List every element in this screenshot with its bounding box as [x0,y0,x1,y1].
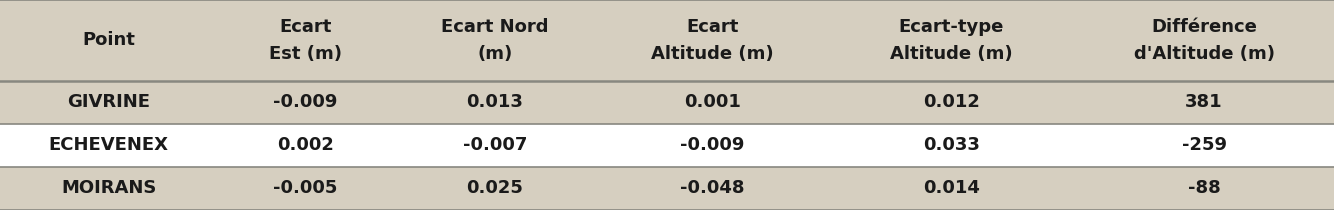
Text: Ecart Nord: Ecart Nord [442,18,548,35]
Text: GIVRINE: GIVRINE [67,93,151,111]
Text: -0.007: -0.007 [463,136,527,154]
Text: -0.048: -0.048 [680,180,744,197]
Text: 0.033: 0.033 [923,136,979,154]
Text: -259: -259 [1182,136,1226,154]
Bar [0,167,1334,210]
Text: 0.002: 0.002 [277,136,334,154]
Text: Ecart: Ecart [279,18,332,35]
Text: d'Altitude (m): d'Altitude (m) [1134,45,1274,63]
Text: 0.001: 0.001 [684,93,742,111]
Bar [0,81,1334,124]
Text: -0.005: -0.005 [273,180,338,197]
Text: 0.025: 0.025 [467,180,523,197]
Text: Ecart: Ecart [687,18,739,35]
Text: Altitude (m): Altitude (m) [890,45,1013,63]
Text: -0.009: -0.009 [680,136,744,154]
Text: -0.009: -0.009 [273,93,338,111]
Text: 0.013: 0.013 [467,93,523,111]
Text: (m): (m) [478,45,512,63]
Text: Ecart-type: Ecart-type [899,18,1005,35]
Text: -88: -88 [1187,180,1221,197]
Text: ECHEVENEX: ECHEVENEX [49,136,169,154]
Text: Altitude (m): Altitude (m) [651,45,774,63]
Text: MOIRANS: MOIRANS [61,180,156,197]
Text: Point: Point [83,32,135,49]
Bar [0,0,1334,81]
Text: 0.014: 0.014 [923,180,979,197]
Bar [0,124,1334,167]
Text: 381: 381 [1186,93,1223,111]
Text: Est (m): Est (m) [269,45,342,63]
Text: Différence: Différence [1151,18,1257,35]
Text: 0.012: 0.012 [923,93,979,111]
